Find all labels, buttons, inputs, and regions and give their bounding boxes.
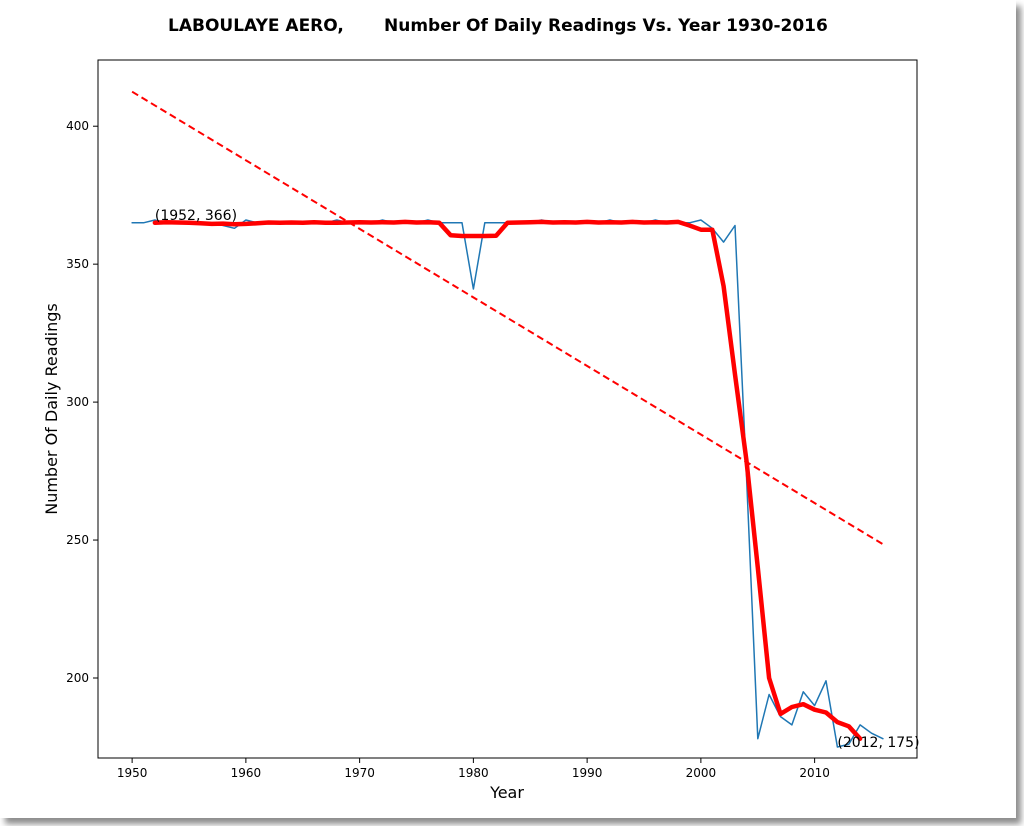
y-tick-label: 300 xyxy=(66,395,89,409)
x-tick-label: 1960 xyxy=(231,766,262,780)
point-annotation: (2012, 175) xyxy=(837,735,919,751)
x-tick-label: 2010 xyxy=(799,766,830,780)
plot-area xyxy=(97,59,918,759)
y-tick-label: 350 xyxy=(66,257,89,271)
trend-line xyxy=(131,90,884,546)
y-axis-label: Number Of Daily Readings xyxy=(42,303,61,515)
x-tick-label: 1970 xyxy=(344,766,375,780)
x-tick-label: 1980 xyxy=(458,766,489,780)
x-tick-label: 1990 xyxy=(572,766,603,780)
x-axis-label: Year xyxy=(489,783,524,802)
series-line-smoothed xyxy=(152,219,863,741)
y-tick-label: 250 xyxy=(66,533,89,547)
y-tick-label: 400 xyxy=(66,119,89,133)
chart-title: Number Of Daily Readings Vs. Year 1930-2… xyxy=(384,16,828,36)
point-annotation: (1952, 366) xyxy=(155,208,237,224)
y-tick-label: 200 xyxy=(66,671,89,685)
chart-title-station: LABOULAYE AERO, xyxy=(168,16,344,36)
axes-layer: 1950 1960 1970 1980 1990 2000 2010 200 250 300 350… xyxy=(66,119,830,780)
plot-layer: (1952, 366) (2012, 175) xyxy=(131,90,920,751)
x-tick-label: 2000 xyxy=(686,766,717,780)
x-tick-label: 1950 xyxy=(117,766,148,780)
